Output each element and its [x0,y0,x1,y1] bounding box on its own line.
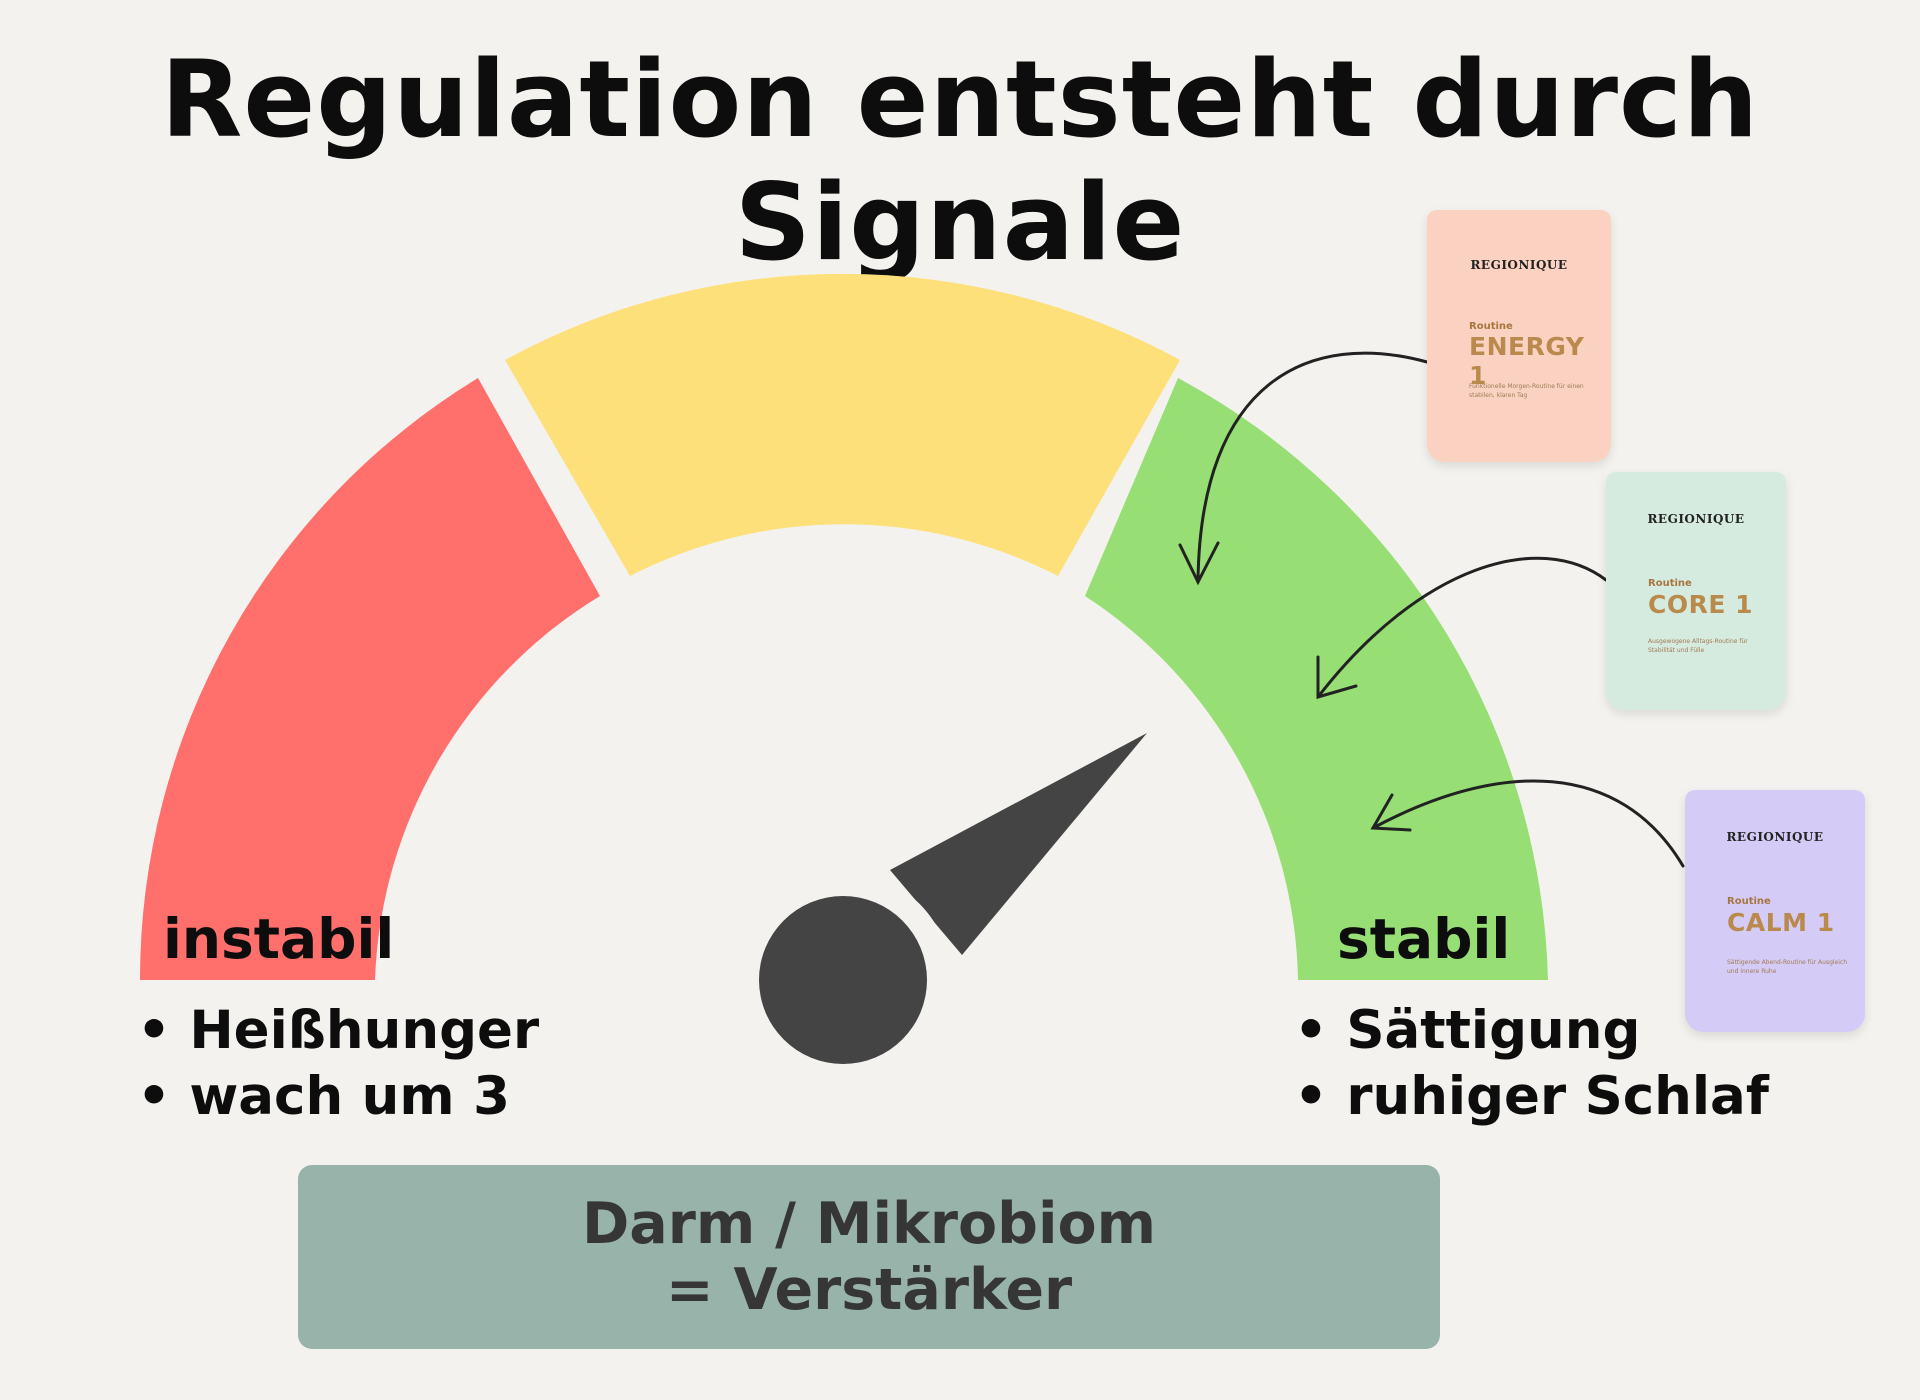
arrows [1178,351,1685,868]
list-item: Heißhunger [137,998,539,1064]
right-points-list: Sättigung ruhiger Schlaf [1294,998,1769,1130]
left-points-list: Heißhunger wach um 3 [137,998,539,1130]
microbiome-box: Darm / Mikrobiom = Verstärker [298,1165,1440,1349]
product-pouch-calm: REGIONIQUE Routine CALM 1 Sättigende Abe… [1685,790,1865,1032]
product-pouch-core: REGIONIQUE Routine CORE 1 Ausgewogene Al… [1606,472,1786,710]
product-name: CORE 1 [1648,590,1754,619]
microbiome-line2: = Verstärker [665,1257,1073,1323]
microbiome-line1: Darm / Mikrobiom [581,1191,1157,1257]
product-name: CALM 1 [1727,908,1835,937]
product-name: ENERGY 1 [1469,332,1585,390]
arrow-calm [1371,779,1685,868]
product-description: Sättigende Abend-Routine für Ausgleich u… [1727,959,1847,975]
gauge-label-stabil: stabil [1337,907,1511,971]
list-item: Sättigung [1294,998,1769,1064]
gauge-label-instabil: instabil [163,907,395,971]
product-description: Funktionelle Morgen-Routine für einen st… [1469,383,1584,399]
gauge-zone-instabil [139,378,600,980]
product-pouch-energy: REGIONIQUE Routine ENERGY 1 Funktionelle… [1427,210,1611,462]
product-routine-label: Routine [1469,321,1513,332]
gauge-needle [735,733,1147,1088]
brand-logo: REGIONIQUE [1470,258,1568,272]
arrow-energy-head [1178,541,1220,586]
arrow-core-head [1316,655,1358,699]
product-routine-label: Routine [1727,896,1771,907]
arrow-calm-head [1370,793,1412,832]
brand-logo: REGIONIQUE [1647,512,1745,526]
page-title: Regulation entsteht durch Signale [160,38,1760,284]
list-item: ruhiger Schlaf [1294,1064,1769,1130]
product-routine-label: Routine [1648,578,1692,589]
arrow-energy [1196,351,1429,584]
product-description: Ausgewogene Alltags-Routine für Stabilit… [1648,638,1748,654]
brand-logo: REGIONIQUE [1726,830,1824,844]
arrow-core [1316,556,1608,699]
list-item: wach um 3 [137,1064,539,1130]
gauge-zone-neutral [505,273,1180,576]
